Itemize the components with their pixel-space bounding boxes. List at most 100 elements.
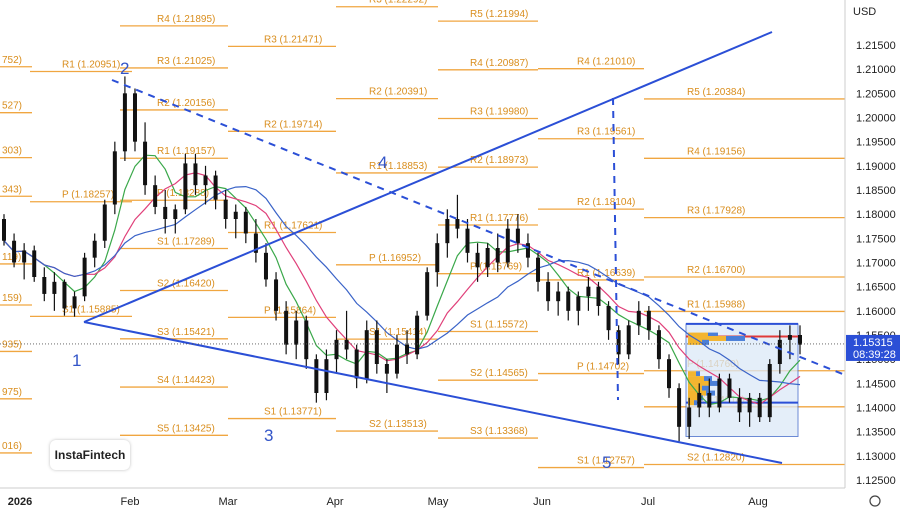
last-price-value: 1.15315 — [853, 337, 893, 349]
candle-body — [102, 204, 107, 241]
candle-body — [677, 388, 682, 427]
pivot-label: 303) — [2, 146, 22, 157]
pivot-label: R5 (1.20384) — [687, 87, 745, 98]
candle-body — [485, 248, 490, 268]
wave-labels: 2 3 4 1 5 — [72, 59, 611, 472]
wave-label: 2 — [120, 59, 129, 78]
candle-body — [42, 277, 47, 294]
pivot-label: P (1.16769) — [470, 262, 522, 273]
pivot-label: R2 (1.18973) — [470, 155, 528, 166]
pivot-label: R3 (1.19980) — [470, 106, 528, 117]
candle-body — [32, 250, 37, 277]
candle-body — [616, 330, 621, 355]
pivot-label: P (1.14702) — [577, 362, 629, 373]
candle-body — [122, 93, 127, 152]
profile-bar — [688, 385, 702, 391]
pivot-label: R4 (1.21010) — [577, 57, 635, 68]
pivot-label: P (1.16952) — [369, 253, 421, 264]
candle-body — [354, 349, 359, 379]
profile-bar — [688, 400, 694, 406]
pivot-label: R2 (1.19714) — [264, 119, 322, 130]
pivot-label: R1 (1.16639) — [577, 268, 635, 279]
pivot-label: R1 (1.18853) — [369, 161, 427, 172]
candlesticks — [2, 76, 802, 442]
candle-body — [72, 296, 77, 309]
pivot-label: R3 (1.19561) — [577, 127, 635, 138]
candle-body — [495, 248, 500, 263]
trend-lines — [0, 31, 846, 464]
y-tick-label: 1.18500 — [856, 185, 896, 197]
candle-body — [183, 163, 188, 210]
pivot-label: 527) — [2, 101, 22, 112]
candle-body — [52, 281, 57, 294]
candle-body — [163, 206, 168, 219]
pivot-label: S1 (1.15572) — [470, 320, 528, 331]
pivot-label: 343) — [2, 184, 22, 195]
candle-body — [586, 286, 591, 297]
candle-body — [626, 325, 631, 355]
y-tick-label: 1.16500 — [856, 282, 896, 294]
pivot-label: R3 (1.21471) — [264, 34, 322, 45]
pivot-label: S2 (1.16420) — [157, 279, 215, 290]
y-tick-label: 1.21500 — [856, 40, 896, 52]
pivot-label: R3 (1.21025) — [157, 56, 215, 67]
profile-bar — [688, 376, 704, 382]
candle-body — [455, 219, 460, 229]
candle-body — [153, 185, 158, 207]
x-tick-label: Apr — [326, 496, 343, 508]
pivot-label: R3 (1.22292) — [369, 0, 427, 6]
last-price-tag — [846, 334, 900, 361]
descending-trend-line — [111, 79, 846, 376]
y-tick-label: 1.17000 — [856, 258, 896, 270]
candle-body — [777, 339, 782, 364]
candle-body — [223, 199, 228, 219]
currency-label: USD — [853, 6, 876, 18]
logo-text: InstaFintech — [54, 448, 126, 462]
pivot-label: R4 (1.21895) — [157, 14, 215, 25]
upper-trend-line — [83, 31, 773, 323]
pivot-label: S2 (1.14565) — [470, 368, 528, 379]
candle-body — [727, 378, 732, 398]
profile-bar-blue — [702, 339, 709, 345]
candle-body — [284, 310, 289, 345]
candle-body — [213, 175, 218, 200]
candle-body — [263, 252, 268, 280]
candle-body — [606, 306, 611, 331]
instafintech-logo: InstaFintech — [50, 440, 130, 470]
profile-bar-blue — [702, 385, 709, 391]
candle-body — [243, 211, 248, 234]
y-tick-label: 1.14000 — [856, 403, 896, 415]
y-tick-label: 1.14500 — [856, 378, 896, 390]
candle-body — [717, 378, 722, 408]
candle-body — [556, 291, 561, 302]
pivot-label: R4 (1.20987) — [470, 58, 528, 69]
candle-body — [667, 359, 672, 389]
profile-bar-blue — [708, 332, 718, 338]
profile-bar-blue — [726, 335, 745, 341]
y-tick-label: 1.12500 — [856, 475, 896, 487]
countdown-value: 08:39:28 — [853, 349, 896, 361]
candle-body — [707, 393, 712, 408]
pivot-label: R1 (1.20951) — [62, 60, 120, 71]
candle-body — [787, 335, 792, 340]
settings-gear-icon — [869, 495, 881, 507]
y-tick-label: 1.21000 — [856, 64, 896, 76]
profile-bar-blue — [710, 380, 721, 386]
pivot-label: S1 (1.15885) — [62, 304, 120, 315]
candle-body — [636, 310, 641, 326]
profile-bar-blue — [696, 371, 700, 377]
y-tick-label: 1.18000 — [856, 209, 896, 221]
candle-body — [294, 320, 299, 345]
profile-bar — [688, 339, 702, 345]
profile-bar — [688, 371, 696, 377]
candle-body — [475, 252, 480, 268]
candle-body — [112, 151, 117, 205]
candle-body — [253, 233, 258, 253]
candle-body — [364, 330, 369, 379]
pivot-label: S1 (1.17289) — [157, 237, 215, 248]
x-tick-label: Aug — [748, 496, 768, 508]
pivot-label: R2 (1.16700) — [687, 265, 745, 276]
y-tick-label: 1.17500 — [856, 233, 896, 245]
